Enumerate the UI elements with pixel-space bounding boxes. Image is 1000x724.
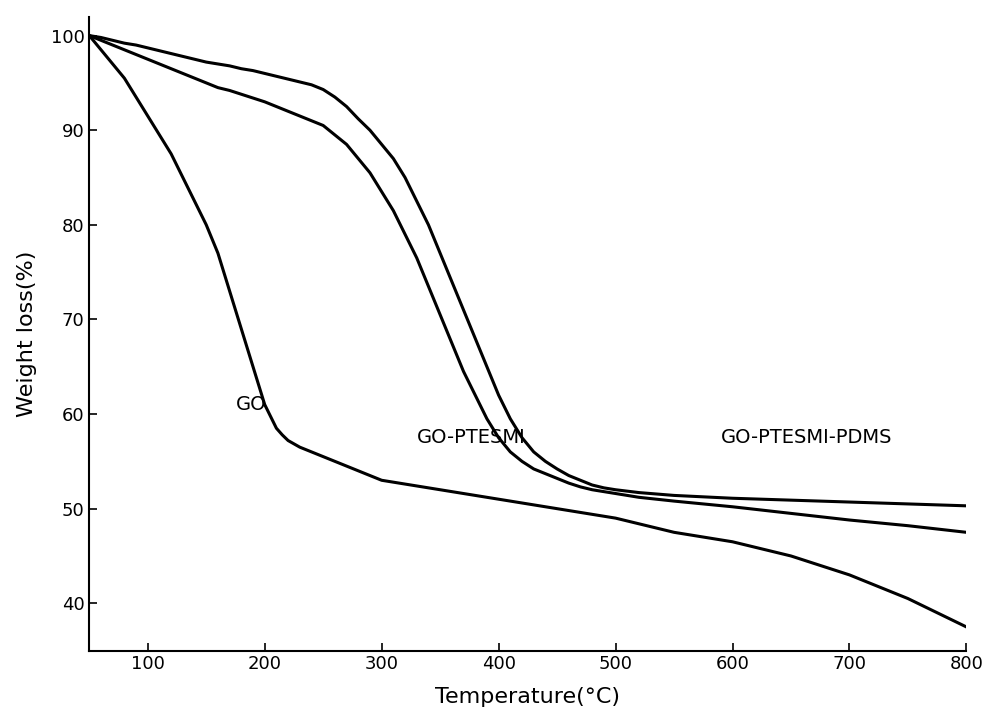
X-axis label: Temperature(°C): Temperature(°C) xyxy=(435,687,620,707)
Text: GO: GO xyxy=(235,395,266,414)
Y-axis label: Weight loss(%): Weight loss(%) xyxy=(17,251,37,417)
Text: GO-PTESMI-PDMS: GO-PTESMI-PDMS xyxy=(721,428,892,447)
Text: GO-PTESMI: GO-PTESMI xyxy=(417,428,525,447)
